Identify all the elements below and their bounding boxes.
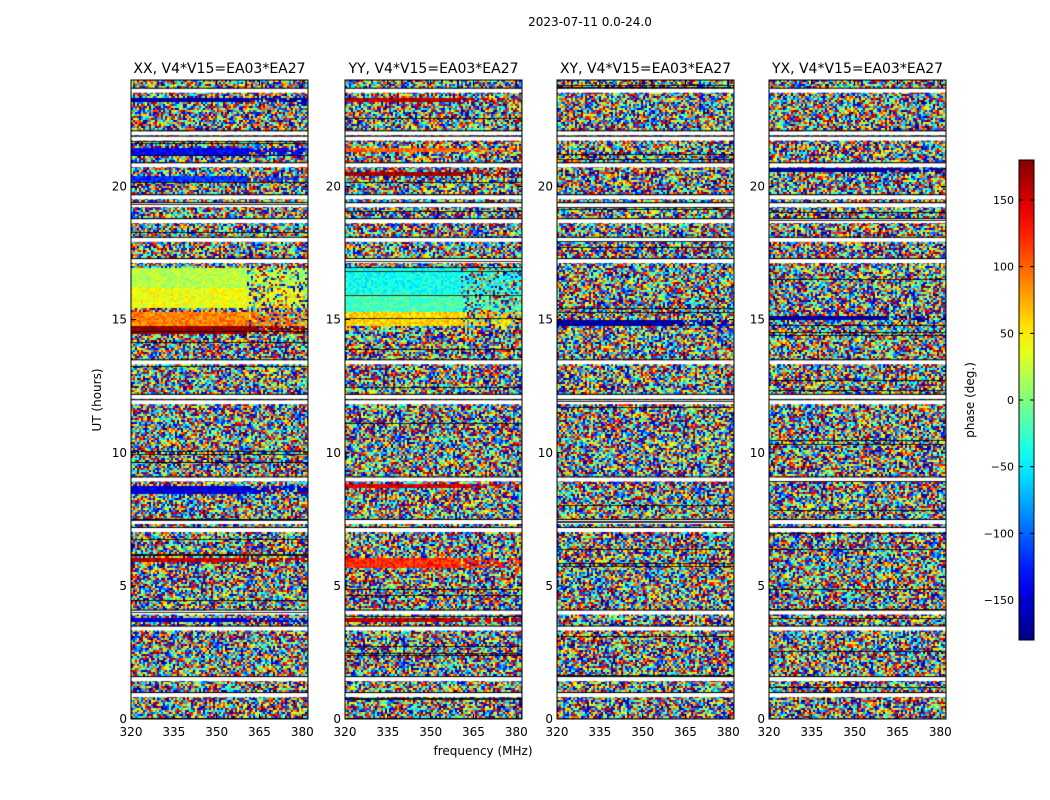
colorbar-tick-label: −50	[991, 461, 1014, 474]
y-tick-label: 20	[112, 180, 127, 194]
y-tick-label: 15	[112, 313, 127, 327]
colorbar-tick-label: −100	[984, 527, 1014, 540]
x-tick-label: 320	[546, 725, 569, 739]
x-tick-label: 320	[758, 725, 781, 739]
y-tick-label: 15	[750, 313, 765, 327]
panel-2: XY, V4*V15=EA03*EA27 320 335 350 365 380 0 5 10 1…	[538, 61, 740, 739]
x-tick-label: 350	[205, 725, 228, 739]
y-tick-label: 20	[538, 180, 553, 194]
panel-frame	[344, 79, 523, 720]
panel-1: YY, V4*V15=EA03*EA27 320 335 350 365 380 0 5 10 1…	[326, 61, 528, 739]
panel-3: YX, V4*V15=EA03*EA27 320 335 350 365 380 0 5 10 1…	[750, 61, 952, 739]
y-tick-label: 10	[750, 446, 765, 460]
x-tick-label: 365	[674, 725, 697, 739]
x-tick-label: 380	[929, 725, 952, 739]
y-tick-label: 0	[757, 712, 765, 726]
panel-frame	[768, 79, 947, 720]
y-tick-label: 10	[326, 446, 341, 460]
y-tick-label: 20	[326, 180, 341, 194]
y-tick-label: 5	[119, 579, 127, 593]
panel-heatmap	[769, 80, 946, 719]
colorbar: 150 100 50 0 −50 −100 −150	[984, 159, 1035, 641]
colorbar-tick-label: 150	[993, 194, 1014, 207]
y-tick-label: 0	[119, 712, 127, 726]
y-tick-label: 10	[112, 446, 127, 460]
x-tick-label: 335	[588, 725, 611, 739]
y-tick-label: 5	[545, 579, 553, 593]
y-tick-label: 15	[326, 313, 341, 327]
panel-0: XX, V4*V15=EA03*EA27 320 335 350 365 380 0 5 10 1…	[112, 61, 314, 739]
x-tick-label: 350	[419, 725, 442, 739]
panels: XX, V4*V15=EA03*EA27 320 335 350 365 380 0 5 10 1…	[112, 61, 952, 739]
x-tick-label: 335	[800, 725, 823, 739]
y-axis-label: UT (hours)	[90, 368, 104, 431]
y-tick-label: 0	[333, 712, 341, 726]
x-tick-label: 365	[248, 725, 271, 739]
colorbar-tick-label: 100	[993, 261, 1014, 274]
y-tick-label: 20	[750, 180, 765, 194]
x-tick-label: 350	[631, 725, 654, 739]
colorbar-tick-label: 0	[1007, 394, 1014, 407]
x-tick-label: 380	[505, 725, 528, 739]
x-tick-label: 335	[376, 725, 399, 739]
y-tick-label: 10	[538, 446, 553, 460]
figure-suptitle: 2023-07-11 0.0-24.0	[528, 15, 652, 29]
y-tick-label: 15	[538, 313, 553, 327]
panel-title: YX, V4*V15=EA03*EA27	[771, 61, 943, 77]
x-tick-label: 365	[886, 725, 909, 739]
panel-title: XX, V4*V15=EA03*EA27	[133, 61, 305, 77]
x-tick-label: 320	[120, 725, 143, 739]
y-tick-label: 5	[757, 579, 765, 593]
panel-heatmap	[557, 80, 734, 719]
panel-title: XY, V4*V15=EA03*EA27	[560, 61, 731, 77]
x-tick-label: 320	[334, 725, 357, 739]
x-tick-label: 335	[162, 725, 185, 739]
colorbar-label: phase (deg.)	[963, 362, 977, 438]
panel-heatmap	[131, 80, 308, 719]
x-tick-label: 380	[291, 725, 314, 739]
x-tick-label: 365	[462, 725, 485, 739]
y-tick-label: 5	[333, 579, 341, 593]
x-axis-label: frequency (MHz)	[433, 744, 532, 758]
panel-frame	[130, 79, 309, 720]
colorbar-tick-label: −150	[984, 594, 1014, 607]
colorbar-tick-label: 50	[1000, 327, 1014, 340]
x-tick-label: 380	[717, 725, 740, 739]
panel-frame	[556, 79, 735, 720]
panel-heatmap	[345, 80, 522, 719]
panel-title: YY, V4*V15=EA03*EA27	[347, 61, 518, 77]
y-tick-label: 0	[545, 712, 553, 726]
x-tick-label: 350	[843, 725, 866, 739]
